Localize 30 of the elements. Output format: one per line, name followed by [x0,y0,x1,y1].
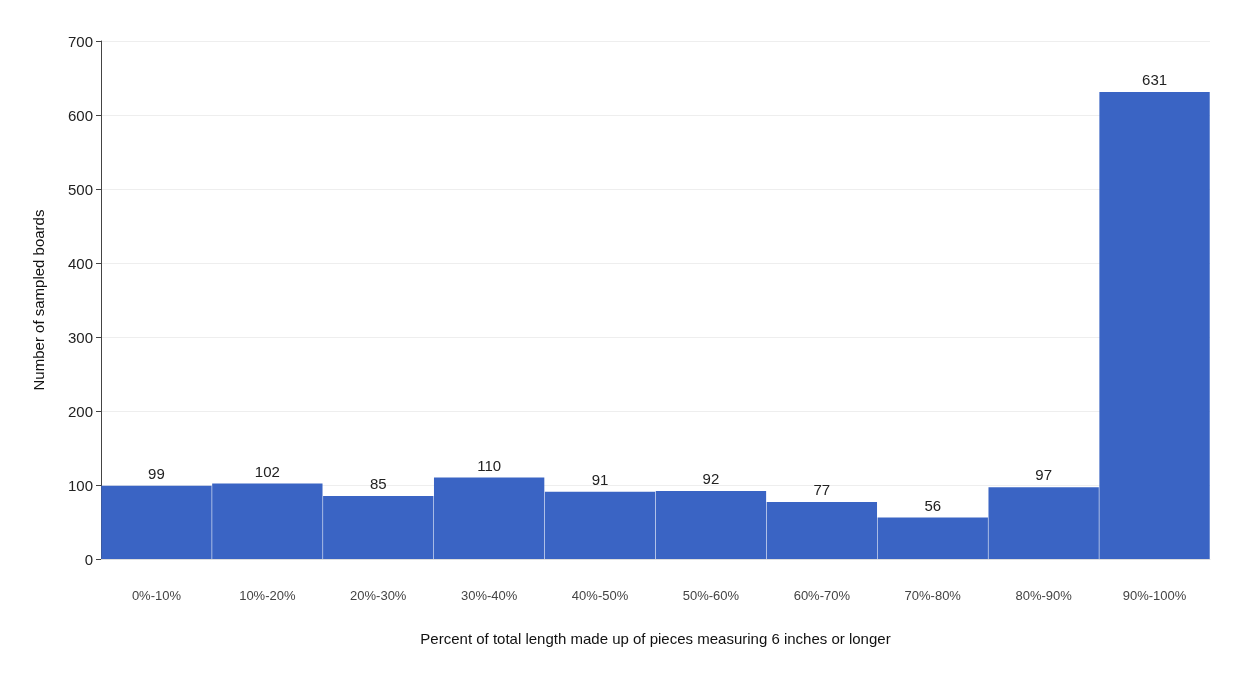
data-label: 92 [702,469,720,487]
y-tick-label: 0 [84,550,93,568]
y-tick-label: 700 [67,32,93,50]
y-tick-label: 600 [67,106,93,124]
x-tick-label: 60%-70% [793,588,851,603]
x-tick-label: 70%-80% [904,588,962,603]
x-tick-label: 80%-90% [1015,588,1073,603]
x-tick-label: 0%-10% [131,588,182,603]
x-tick-label: 50%-60% [682,588,740,603]
y-tick-label: 100 [67,476,93,494]
data-label: 99 [148,464,165,482]
x-tick-label: 10%-20% [239,588,296,603]
y-axis-title: Number of sampled boards [30,209,47,391]
data-label: 110 [477,456,502,474]
data-label: 85 [369,475,387,493]
data-label: 631 [1142,71,1168,89]
x-tick-label: 40%-50% [571,588,629,603]
data-label: 97 [1035,466,1052,484]
data-label: 56 [924,496,942,514]
x-axis-title: Percent of total length made up of pieces measuring 6 inches or longer [420,630,891,647]
data-label: 77 [813,481,831,499]
y-tick-label: 200 [67,402,93,420]
y-tick-label: 300 [67,328,93,346]
y-tick-label: 400 [67,254,93,272]
data-label: 91 [591,470,609,488]
x-tick-label: 20%-30% [350,588,407,603]
y-tick-label: 500 [67,180,93,198]
data-label: 102 [254,462,280,480]
x-tick-label: 30%-40% [460,588,518,603]
x-tick-label: 90%-100% [1122,588,1187,603]
